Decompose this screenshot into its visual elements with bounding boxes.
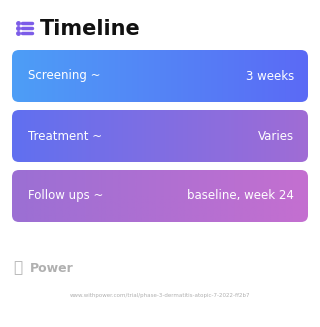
Text: baseline, week 24: baseline, week 24 [187,190,294,202]
Text: Timeline: Timeline [40,19,141,39]
Text: Varies: Varies [258,129,294,143]
Text: 3 weeks: 3 weeks [246,70,294,82]
Text: www.withpower.com/trial/phase-3-dermatitis-atopic-7-2022-ff2b7: www.withpower.com/trial/phase-3-dermatit… [70,292,250,298]
Text: Screening ~: Screening ~ [28,70,100,82]
Text: Treatment ~: Treatment ~ [28,129,102,143]
Text: Follow ups ~: Follow ups ~ [28,190,103,202]
Text: Power: Power [30,262,74,274]
Text: ␧: ␧ [13,261,23,276]
